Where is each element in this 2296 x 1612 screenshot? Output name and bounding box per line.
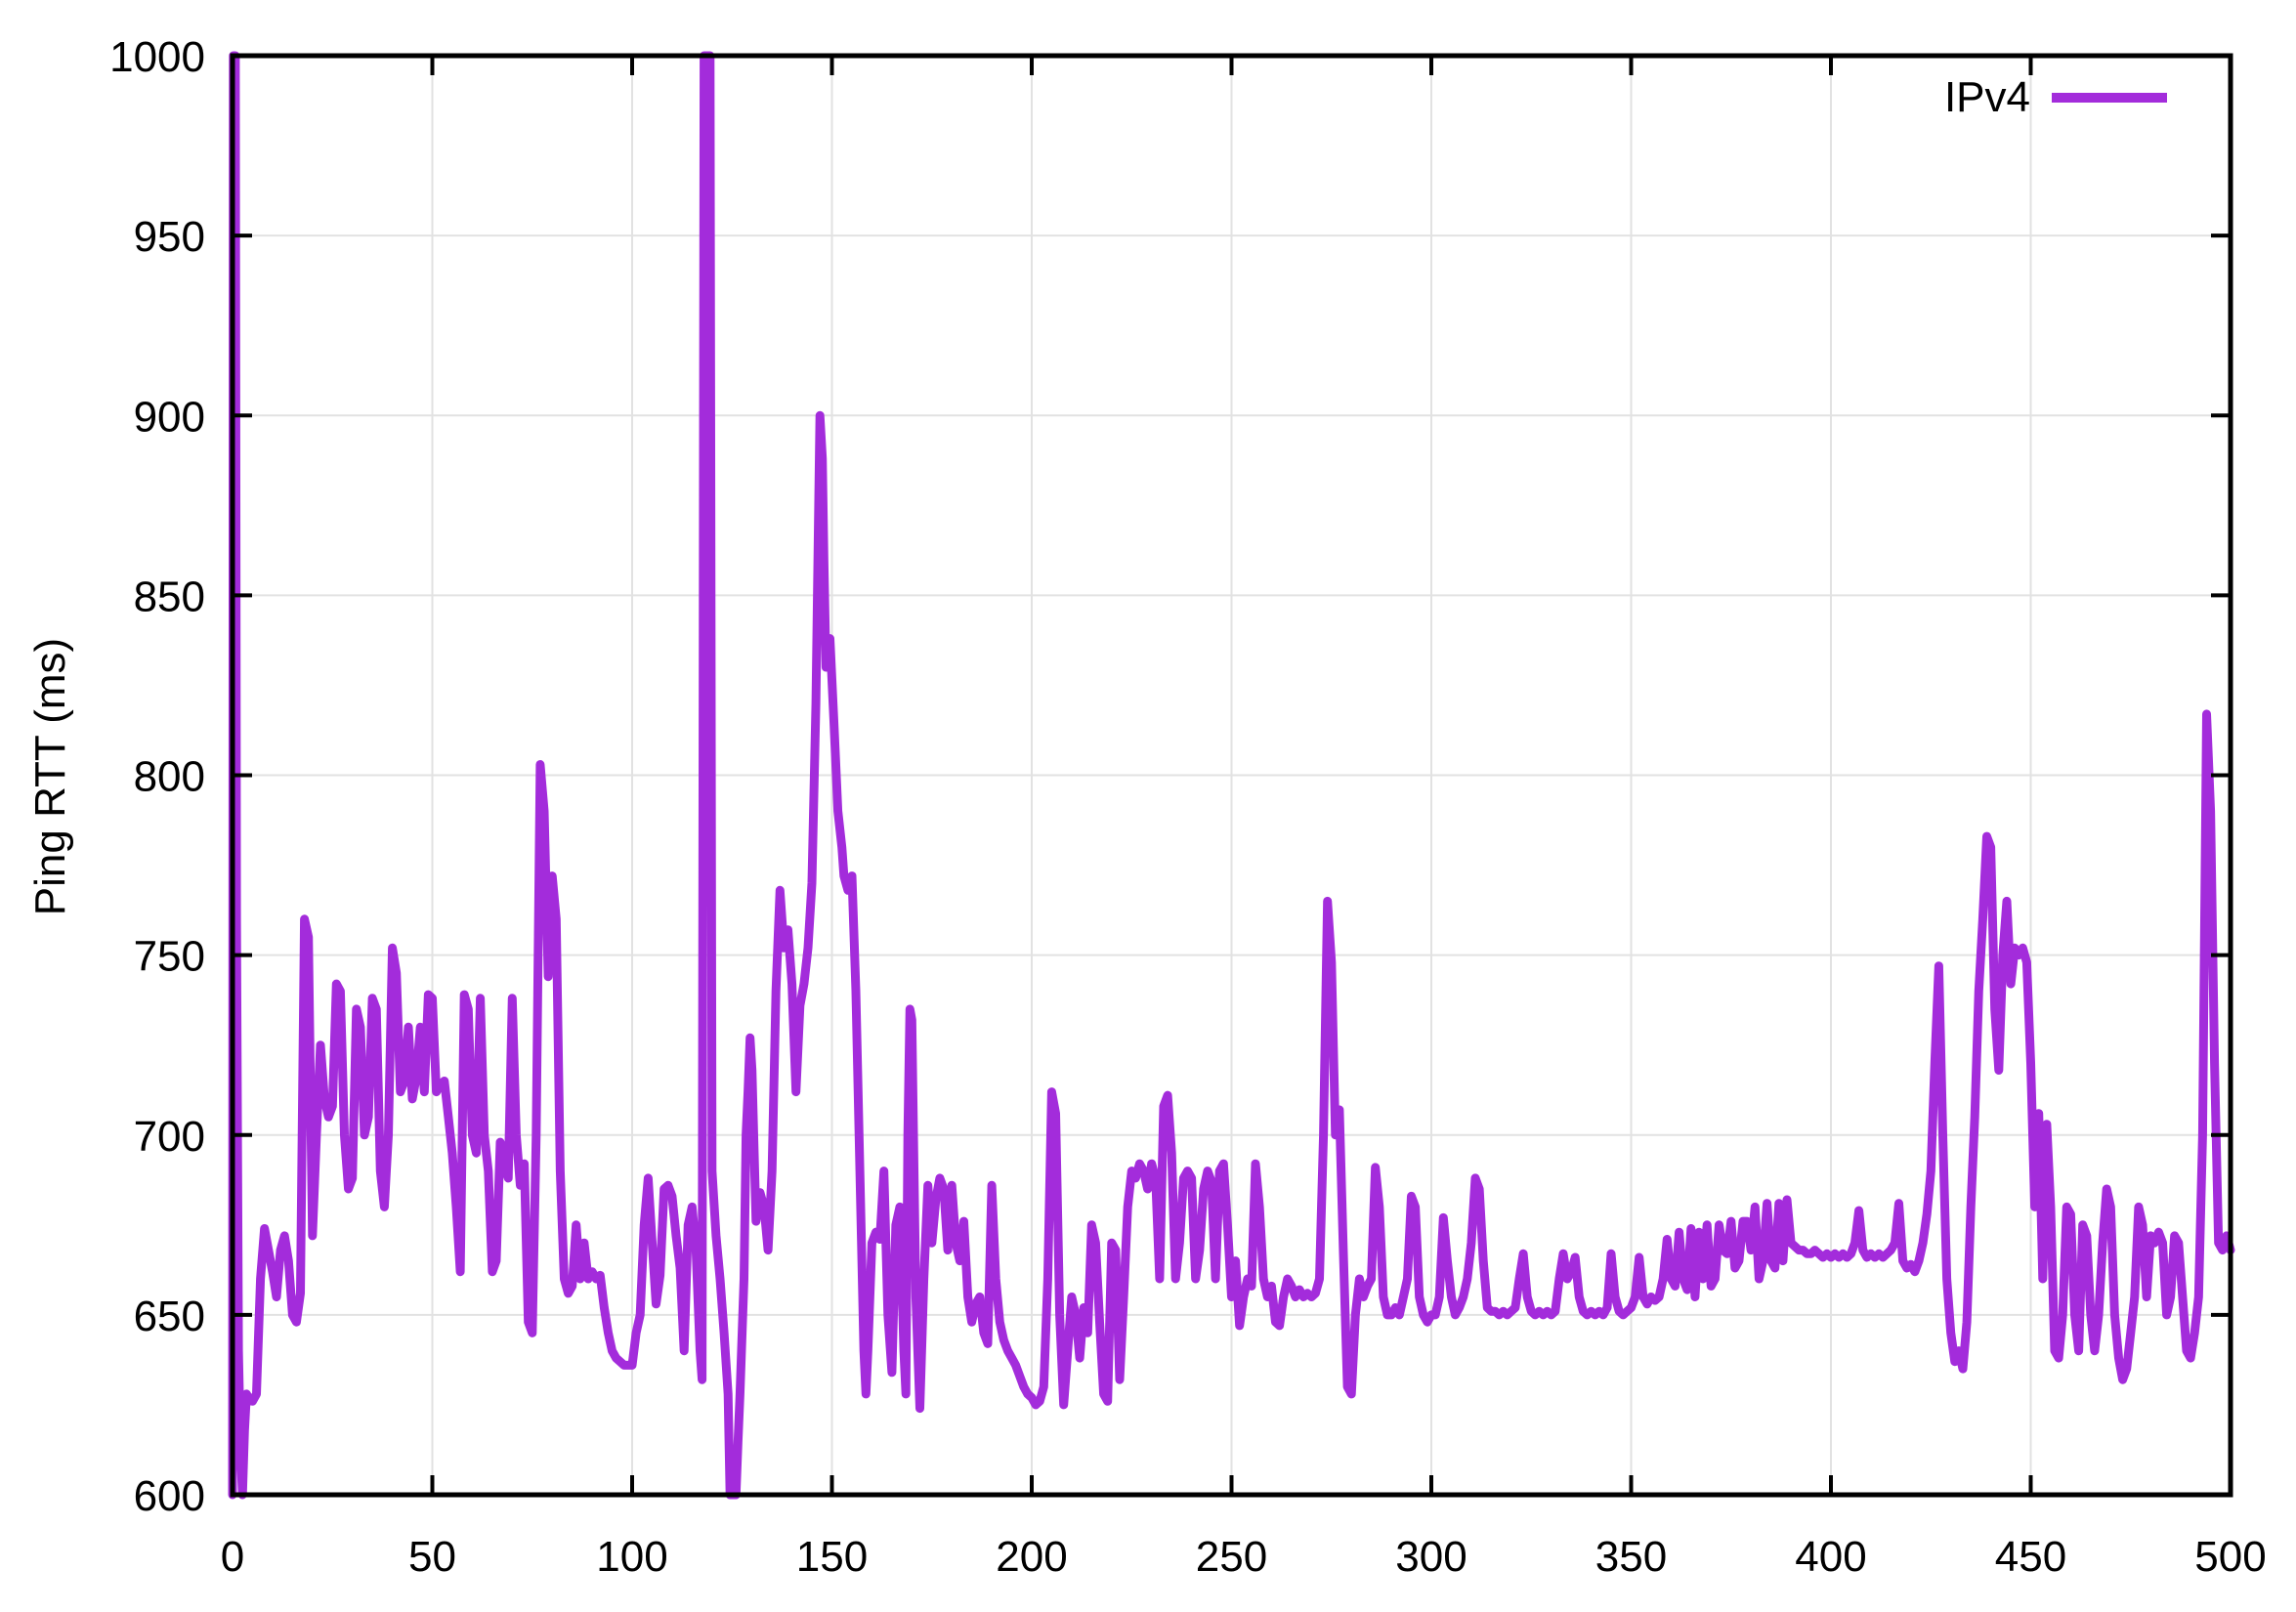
y-axis-title: Ping RTT (ms) — [26, 637, 74, 916]
legend: IPv4 — [1886, 73, 2208, 121]
x-tick-label: 200 — [996, 1533, 1067, 1581]
y-tick-label: 850 — [134, 573, 205, 620]
y-tick-label: 1000 — [109, 33, 205, 81]
x-tick-label: 50 — [408, 1533, 456, 1581]
y-tick-label: 650 — [134, 1293, 205, 1340]
y-tick-label: 900 — [134, 393, 205, 441]
x-tick-label: 100 — [596, 1533, 667, 1581]
x-tick-label: 450 — [1995, 1533, 2066, 1581]
x-tick-label: 150 — [796, 1533, 868, 1581]
x-tick-label: 300 — [1395, 1533, 1467, 1581]
x-tick-label: 350 — [1595, 1533, 1667, 1581]
x-tick-label: 500 — [2194, 1533, 2266, 1581]
y-tick-label: 750 — [134, 933, 205, 981]
legend-line-swatch — [2052, 93, 2167, 103]
x-tick-label: 0 — [221, 1533, 244, 1581]
y-tick-label: 950 — [134, 213, 205, 261]
x-tick-label: 400 — [1795, 1533, 1866, 1581]
legend-series-label: IPv4 — [1943, 73, 2030, 121]
x-tick-label: 250 — [1196, 1533, 1267, 1581]
series-line-ipv4 — [228, 51, 2235, 1500]
y-tick-label: 800 — [134, 753, 205, 801]
y-tick-label: 600 — [134, 1472, 205, 1520]
y-tick-label: 700 — [134, 1113, 205, 1161]
